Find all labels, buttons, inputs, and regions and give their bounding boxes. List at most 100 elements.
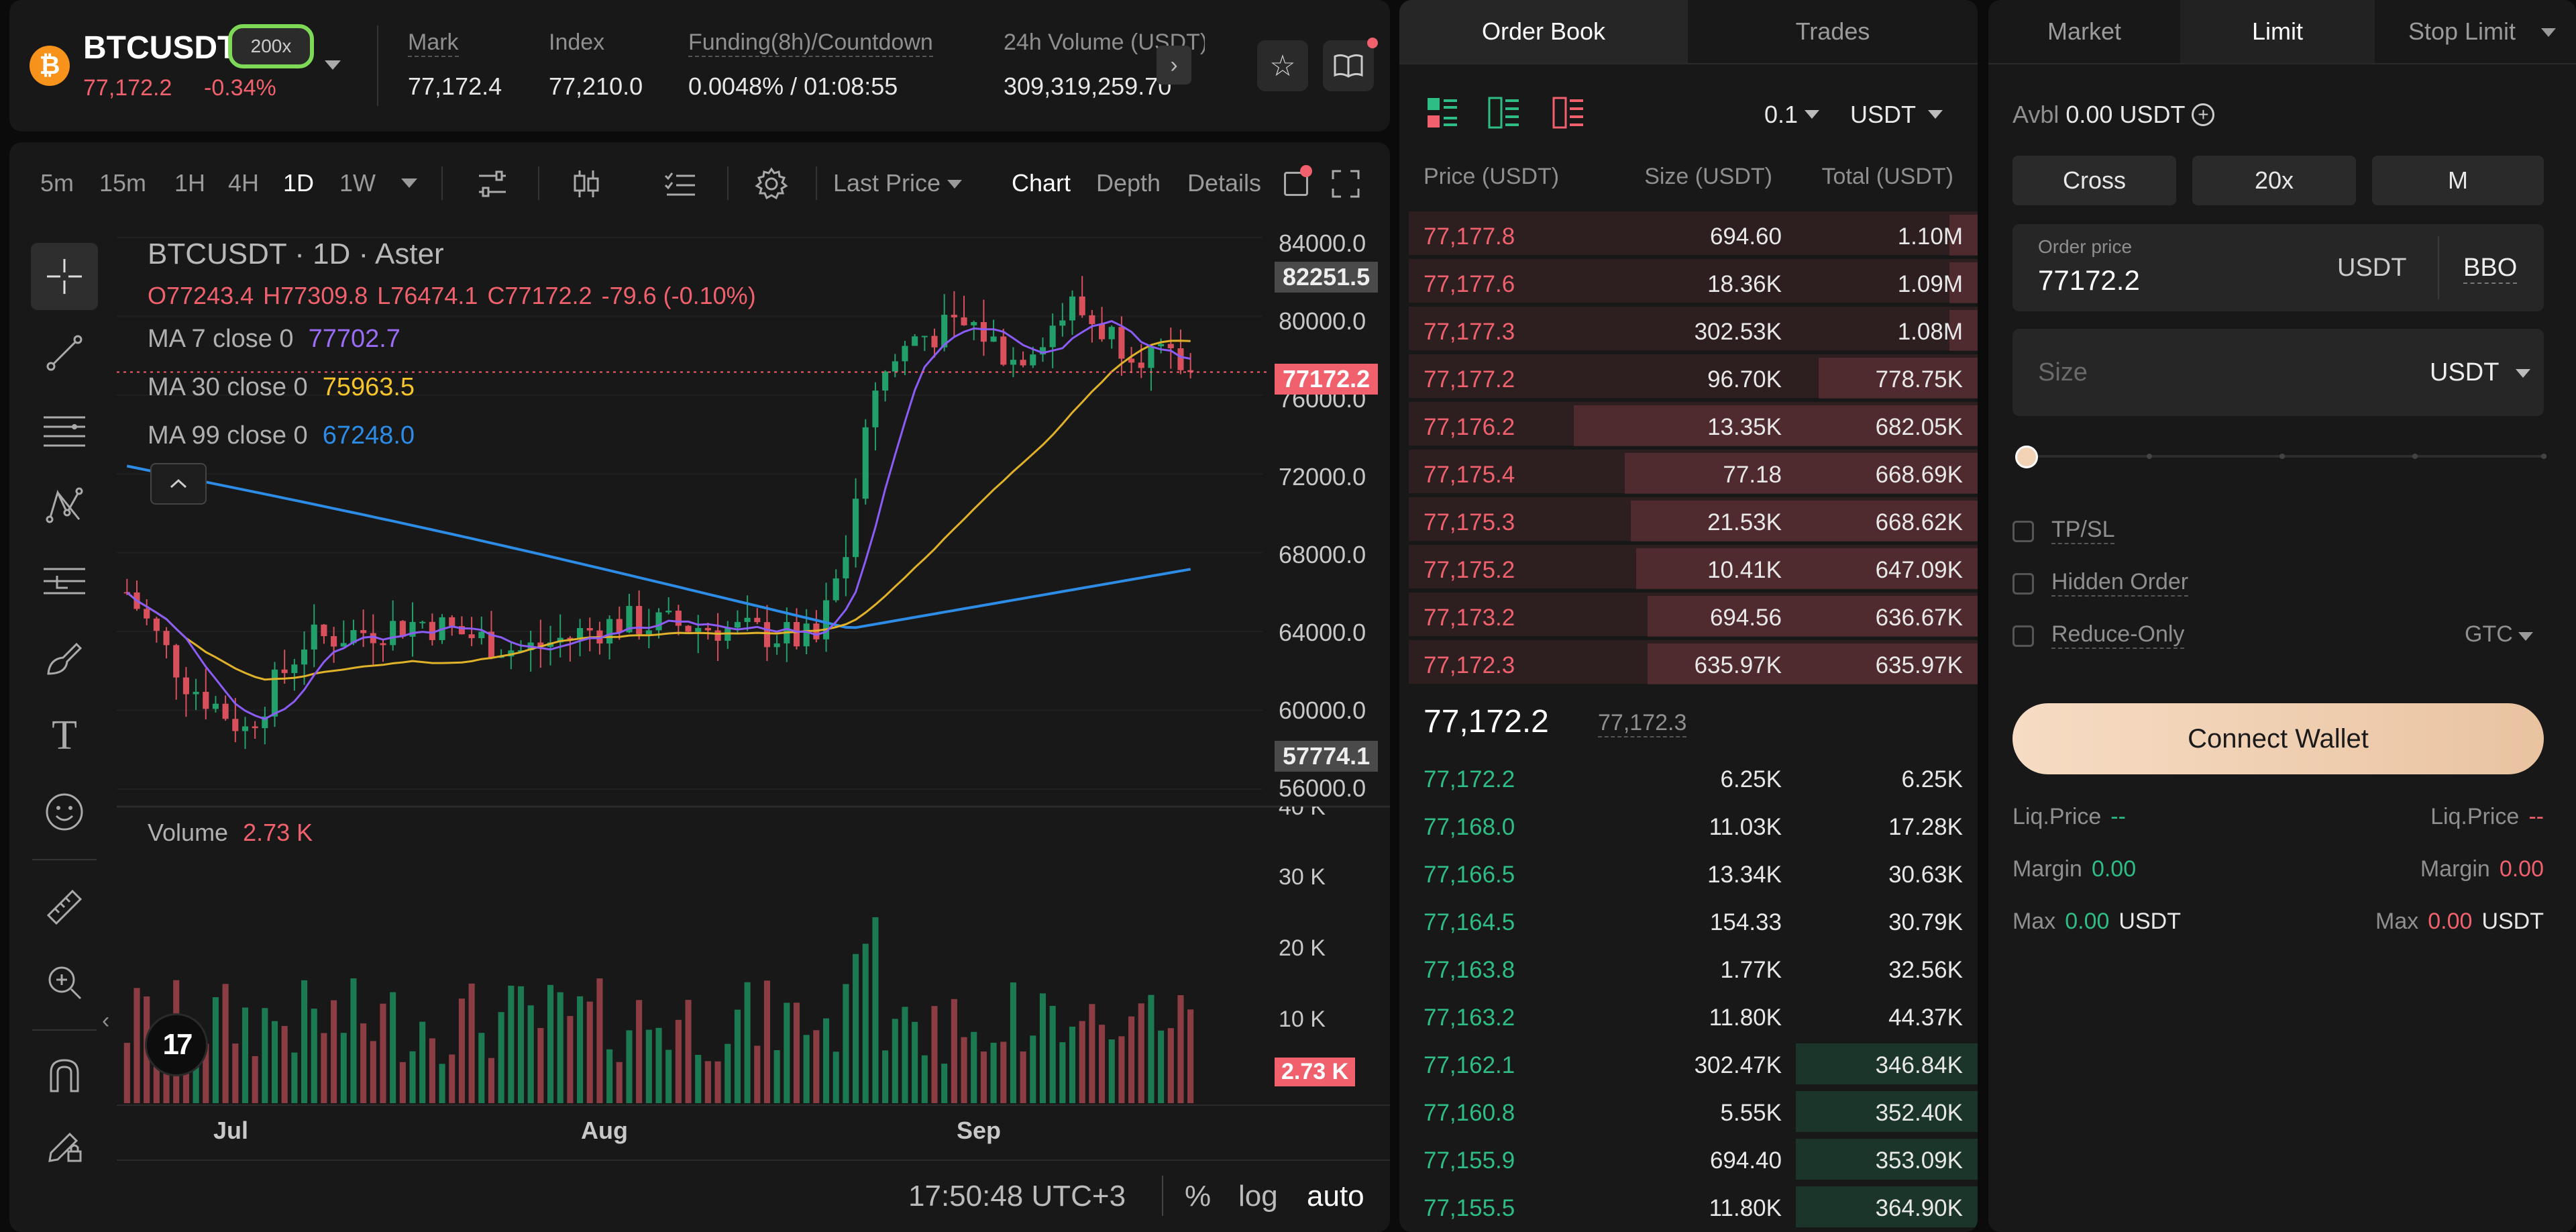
book-view-both-icon[interactable]: [1426, 97, 1458, 132]
tab-stop-limit[interactable]: Stop Limit: [2408, 17, 2516, 45]
interval-1d[interactable]: 1D: [283, 169, 315, 197]
size-slider[interactable]: [2015, 446, 2546, 468]
chart-canvas[interactable]: [117, 224, 1390, 1232]
crosshair-tool-icon[interactable]: [31, 243, 98, 310]
bid-row[interactable]: 77,162.1 302.47K 346.84K: [1409, 1040, 1978, 1088]
leverage-button[interactable]: 20x: [2192, 156, 2356, 205]
bid-row[interactable]: 77,160.8 5.55K 352.40K: [1409, 1088, 1978, 1135]
unit-chevron-icon[interactable]: [1928, 110, 1943, 119]
bid-row[interactable]: 77,168.0 11.03K 17.28K: [1409, 802, 1978, 850]
interval-4h[interactable]: 4H: [228, 169, 260, 197]
favorite-star-icon[interactable]: ☆: [1257, 40, 1308, 91]
ask-row[interactable]: 77,175.4 77.18 668.69K: [1409, 450, 1978, 494]
ask-row[interactable]: 77,175.2 10.41K 647.09K: [1409, 545, 1978, 589]
bid-row[interactable]: 77,155.9 694.40 353.09K: [1409, 1135, 1978, 1183]
margin-mode-button[interactable]: Cross: [2012, 156, 2176, 205]
indicators-list-icon[interactable]: [660, 164, 700, 204]
view-details[interactable]: Details: [1187, 169, 1262, 197]
view-chart[interactable]: Chart: [1012, 169, 1071, 197]
leverage-badge[interactable]: 200x: [228, 24, 314, 68]
indicator-compare-icon[interactable]: [472, 164, 513, 204]
ask-row[interactable]: 77,177.6 18.36K 1.09M: [1409, 259, 1978, 303]
tab-limit[interactable]: Limit: [2180, 0, 2375, 63]
text-tool-icon[interactable]: T: [52, 712, 77, 758]
trend-line-tool-icon[interactable]: [31, 319, 98, 387]
stop-limit-chevron-icon[interactable]: [2541, 28, 2556, 37]
clock-timezone[interactable]: 17:50:48 UTC+3: [908, 1180, 1126, 1213]
pattern-tool-icon[interactable]: [31, 472, 98, 540]
price-type-select[interactable]: Last Price: [833, 169, 941, 197]
fullscreen-icon[interactable]: [1327, 165, 1364, 203]
order-price-value[interactable]: 77172.2: [2038, 264, 2140, 296]
tradingview-logo-icon[interactable]: 17: [145, 1013, 208, 1076]
book-icon[interactable]: [1323, 40, 1374, 91]
reduce-only-checkbox[interactable]: [2012, 625, 2034, 647]
ruler-tool-icon[interactable]: [31, 874, 98, 941]
tab-market[interactable]: Market: [2047, 17, 2122, 45]
slider-thumb[interactable]: [2015, 446, 2038, 468]
view-depth[interactable]: Depth: [1096, 169, 1161, 197]
price-chart[interactable]: BTCUSDT · 1D · Aster O77243.4 H77309.8 L…: [117, 224, 1390, 1232]
tab-order-book[interactable]: Order Book: [1399, 0, 1688, 63]
bbo-button[interactable]: BBO: [2463, 254, 2518, 284]
reduce-only-label[interactable]: Reduce-Only: [2051, 621, 2185, 649]
scale-auto-toggle[interactable]: auto: [1307, 1180, 1364, 1213]
scale-percent-toggle[interactable]: %: [1185, 1180, 1212, 1213]
ask-row[interactable]: 77,176.2 13.35K 682.05K: [1409, 402, 1978, 446]
magnet-tool-icon[interactable]: [31, 1041, 98, 1109]
interval-more-chevron-icon[interactable]: [401, 178, 417, 188]
unit-select[interactable]: USDT: [1850, 101, 1916, 128]
fib-tool-icon[interactable]: [31, 549, 98, 616]
connect-wallet-button[interactable]: Connect Wallet: [2012, 703, 2544, 774]
precision-chevron-icon[interactable]: [1805, 110, 1819, 119]
candle-type-icon[interactable]: [566, 164, 606, 204]
symbol-name[interactable]: BTCUSDT: [83, 30, 237, 66]
volume-axis[interactable]: 40 K 30 K 20 K: [1263, 807, 1390, 1015]
price-axis[interactable]: 84000.0 80000.0 76000.0 72000.0 68000.0 …: [1263, 224, 1390, 807]
screenshot-icon[interactable]: [1284, 172, 1308, 196]
add-funds-icon[interactable]: +: [2192, 103, 2215, 126]
scale-log-toggle[interactable]: log: [1238, 1180, 1278, 1213]
collapse-legend-chevron-icon[interactable]: [150, 463, 207, 505]
bid-row[interactable]: 77,166.5 13.34K 30.63K: [1409, 850, 1978, 897]
bid-row[interactable]: 77,163.2 11.80K 44.37K: [1409, 992, 1978, 1040]
bid-row[interactable]: 77,172.2 6.25K 6.25K: [1409, 754, 1978, 802]
size-input[interactable]: Size USDT: [2012, 329, 2544, 416]
bid-row[interactable]: 77,164.5 154.33 30.79K: [1409, 897, 1978, 945]
book-view-bids-icon[interactable]: [1488, 97, 1520, 132]
interval-1w[interactable]: 1W: [339, 169, 376, 197]
tpsl-checkbox[interactable]: [2012, 521, 2034, 542]
ask-row[interactable]: 77,177.8 694.60 1.10M: [1409, 211, 1978, 256]
bid-row[interactable]: 77,163.8 1.77K 32.56K: [1409, 945, 1978, 992]
emoji-tool-icon[interactable]: [31, 778, 98, 845]
time-in-force-select[interactable]: GTC: [2465, 621, 2513, 647]
precision-select[interactable]: 0.1: [1764, 101, 1799, 128]
interval-15m[interactable]: 15m: [99, 169, 147, 197]
ask-row[interactable]: 77,175.3 21.53K 668.62K: [1409, 497, 1978, 542]
ask-row[interactable]: 77,173.2 694.56 636.67K: [1409, 593, 1978, 637]
settings-gear-icon[interactable]: [750, 162, 793, 205]
brush-tool-icon[interactable]: [31, 625, 98, 692]
price-type-chevron-icon[interactable]: [947, 180, 962, 189]
ask-row[interactable]: 77,177.2 96.70K 778.75K: [1409, 354, 1978, 399]
size-unit-chevron-icon[interactable]: [2516, 369, 2530, 378]
scroll-right-button[interactable]: ›: [1157, 46, 1191, 85]
order-price-input[interactable]: Order price 77172.2 USDT BBO: [2012, 224, 2544, 311]
interval-5m[interactable]: 5m: [40, 169, 74, 197]
hidden-order-checkbox[interactable]: [2012, 573, 2034, 595]
interval-1h[interactable]: 1H: [174, 169, 206, 197]
zoom-in-tool-icon[interactable]: [31, 949, 98, 1016]
collapse-toolbar-chevron-icon[interactable]: ‹: [102, 1008, 110, 1033]
tpsl-label[interactable]: TP/SL: [2051, 517, 2115, 544]
ask-row[interactable]: 77,172.3 635.97K 635.97K: [1409, 640, 1978, 684]
position-mode-button[interactable]: M: [2372, 156, 2544, 205]
size-unit-select[interactable]: USDT: [2430, 358, 2500, 387]
lock-drawing-tool-icon[interactable]: [31, 1113, 98, 1180]
hidden-order-label[interactable]: Hidden Order: [2051, 569, 2189, 597]
book-view-asks-icon[interactable]: [1552, 97, 1585, 132]
symbol-dropdown-chevron-icon[interactable]: [325, 60, 341, 70]
size-placeholder[interactable]: Size: [2038, 358, 2088, 387]
tif-chevron-icon[interactable]: [2518, 632, 2533, 641]
tab-trades[interactable]: Trades: [1795, 17, 1870, 45]
horizontal-lines-tool-icon[interactable]: [31, 396, 98, 463]
